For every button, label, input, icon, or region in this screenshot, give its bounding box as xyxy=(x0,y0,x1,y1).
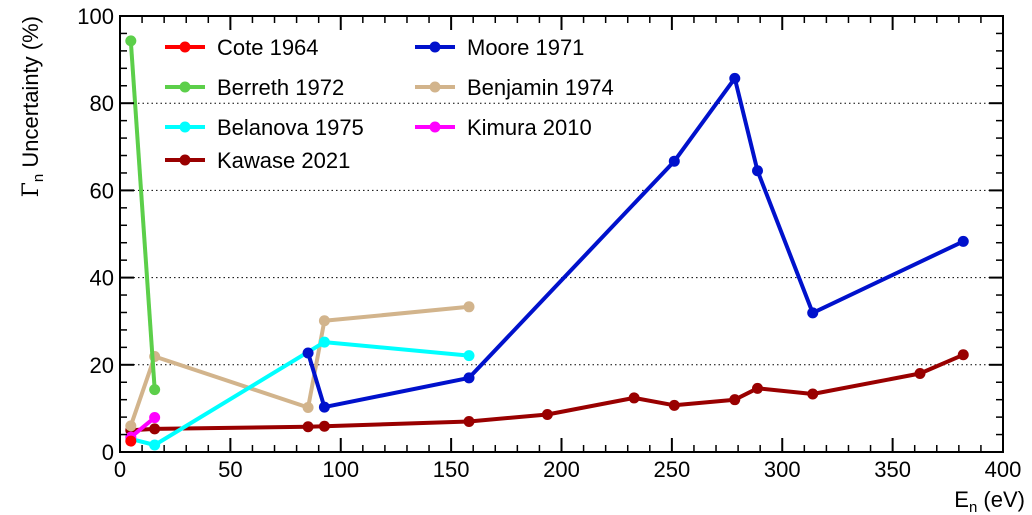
x-tick-label: 150 xyxy=(433,457,470,482)
data-point-kawase-2021 xyxy=(914,368,926,380)
legend-item-belanova-1975: Belanova 1975 xyxy=(165,115,364,140)
legend-item-benjamin-1974: Benjamin 1974 xyxy=(415,75,614,100)
data-point-benjamin-1974 xyxy=(125,420,137,432)
legend-swatch-marker xyxy=(429,41,441,53)
legend-swatch-marker xyxy=(429,81,441,93)
y-tick-label: 100 xyxy=(77,4,114,29)
x-axis-title-unit: (eV) xyxy=(977,487,1025,512)
y-axis-title-symbol: Γ xyxy=(19,182,44,197)
legend-label-belanova-1975: Belanova 1975 xyxy=(217,115,364,140)
x-tick-label: 200 xyxy=(543,457,580,482)
data-point-kawase-2021 xyxy=(957,349,969,361)
data-point-benjamin-1974 xyxy=(318,315,330,327)
x-tick-label: 350 xyxy=(874,457,911,482)
legend-swatch-marker xyxy=(179,154,191,166)
y-tick-label: 60 xyxy=(90,178,114,203)
series-line-benjamin-1974 xyxy=(128,304,470,427)
legend-label-cote-1964: Cote 1964 xyxy=(217,35,319,60)
legend-label-benjamin-1974: Benjamin 1974 xyxy=(467,75,614,100)
data-point-kawase-2021 xyxy=(807,388,819,400)
data-point-belanova-1975 xyxy=(149,439,161,451)
legend-label-moore-1971: Moore 1971 xyxy=(467,35,584,60)
data-point-kawase-2021 xyxy=(668,399,680,411)
data-point-berreth-1972 xyxy=(125,35,137,47)
grid-layer xyxy=(120,102,1003,366)
series-benjamin-1974 xyxy=(125,301,475,432)
y-axis-title: Γn Uncertainty (%) xyxy=(18,16,47,197)
y-tick-label: 80 xyxy=(90,91,114,116)
y-axis-title-text: Uncertainty (%) xyxy=(18,16,43,174)
legend-swatch-marker xyxy=(179,41,191,53)
series-kawase-2021 xyxy=(125,349,969,436)
legend-item-kimura-2010: Kimura 2010 xyxy=(415,115,592,140)
data-point-benjamin-1974 xyxy=(463,301,475,313)
series-line-belanova-1975 xyxy=(130,340,470,447)
y-tick-label: 20 xyxy=(90,353,114,378)
data-point-cote-1964 xyxy=(125,435,137,447)
series-cote-1964 xyxy=(125,435,137,447)
data-point-belanova-1975 xyxy=(463,350,475,362)
x-tick-label: 100 xyxy=(322,457,359,482)
data-point-kawase-2021 xyxy=(463,415,475,427)
legend-item-moore-1971: Moore 1971 xyxy=(415,35,584,60)
data-point-kawase-2021 xyxy=(149,423,161,435)
legend-item-berreth-1972: Berreth 1972 xyxy=(165,75,344,100)
legend-label-kimura-2010: Kimura 2010 xyxy=(467,115,592,140)
data-point-berreth-1972 xyxy=(149,384,161,396)
legend-item-kawase-2021: Kawase 2021 xyxy=(165,148,350,173)
data-point-kawase-2021 xyxy=(752,382,764,394)
x-axis-title-main: E xyxy=(954,487,969,512)
data-point-moore-1971 xyxy=(957,235,969,247)
legend-label-berreth-1972: Berreth 1972 xyxy=(217,75,344,100)
x-tick-label: 300 xyxy=(764,457,801,482)
data-point-kawase-2021 xyxy=(729,394,741,406)
x-tick-label: 50 xyxy=(218,457,242,482)
y-axis-title-sub: n xyxy=(30,174,47,182)
legend-swatch-marker xyxy=(179,81,191,93)
data-point-moore-1971 xyxy=(302,347,314,359)
data-point-moore-1971 xyxy=(807,307,819,319)
series-line-moore-1971 xyxy=(306,76,965,410)
data-point-belanova-1975 xyxy=(318,336,330,348)
data-point-kawase-2021 xyxy=(541,409,553,421)
legend-swatch-marker xyxy=(179,121,191,133)
legend: Cote 1964 Moore 1971 Berreth 1972 Benjamin … xyxy=(165,35,614,173)
x-axis-title: En (eV) xyxy=(954,487,1025,515)
data-point-moore-1971 xyxy=(463,372,475,384)
series-belanova-1975 xyxy=(125,336,475,451)
y-tick-label: 40 xyxy=(90,266,114,291)
series-layer xyxy=(125,35,969,451)
x-tick-label: 400 xyxy=(985,457,1022,482)
y-tick-label: 0 xyxy=(102,440,114,465)
x-axis-title-sub: n xyxy=(969,499,977,515)
legend-swatch-marker xyxy=(429,121,441,133)
data-point-benjamin-1974 xyxy=(302,402,314,414)
data-point-kawase-2021 xyxy=(628,392,640,404)
data-point-moore-1971 xyxy=(752,165,764,177)
x-tick-label: 0 xyxy=(114,457,126,482)
x-tick-label: 250 xyxy=(654,457,691,482)
data-point-kawase-2021 xyxy=(318,420,330,432)
series-berreth-1972 xyxy=(125,35,161,396)
data-point-kawase-2021 xyxy=(302,421,314,433)
data-point-moore-1971 xyxy=(668,155,680,167)
data-point-moore-1971 xyxy=(729,72,741,84)
ticks-layer: 0 50 100 150 200 250 300 350 400 0 20 40 60 80 100 xyxy=(77,4,1021,482)
series-moore-1971 xyxy=(302,72,969,413)
data-point-kimura-2010 xyxy=(149,412,161,424)
legend-label-kawase-2021: Kawase 2021 xyxy=(217,148,350,173)
data-point-moore-1971 xyxy=(318,401,330,413)
legend-item-cote-1964: Cote 1964 xyxy=(165,35,319,60)
series-line-berreth-1972 xyxy=(128,40,157,390)
